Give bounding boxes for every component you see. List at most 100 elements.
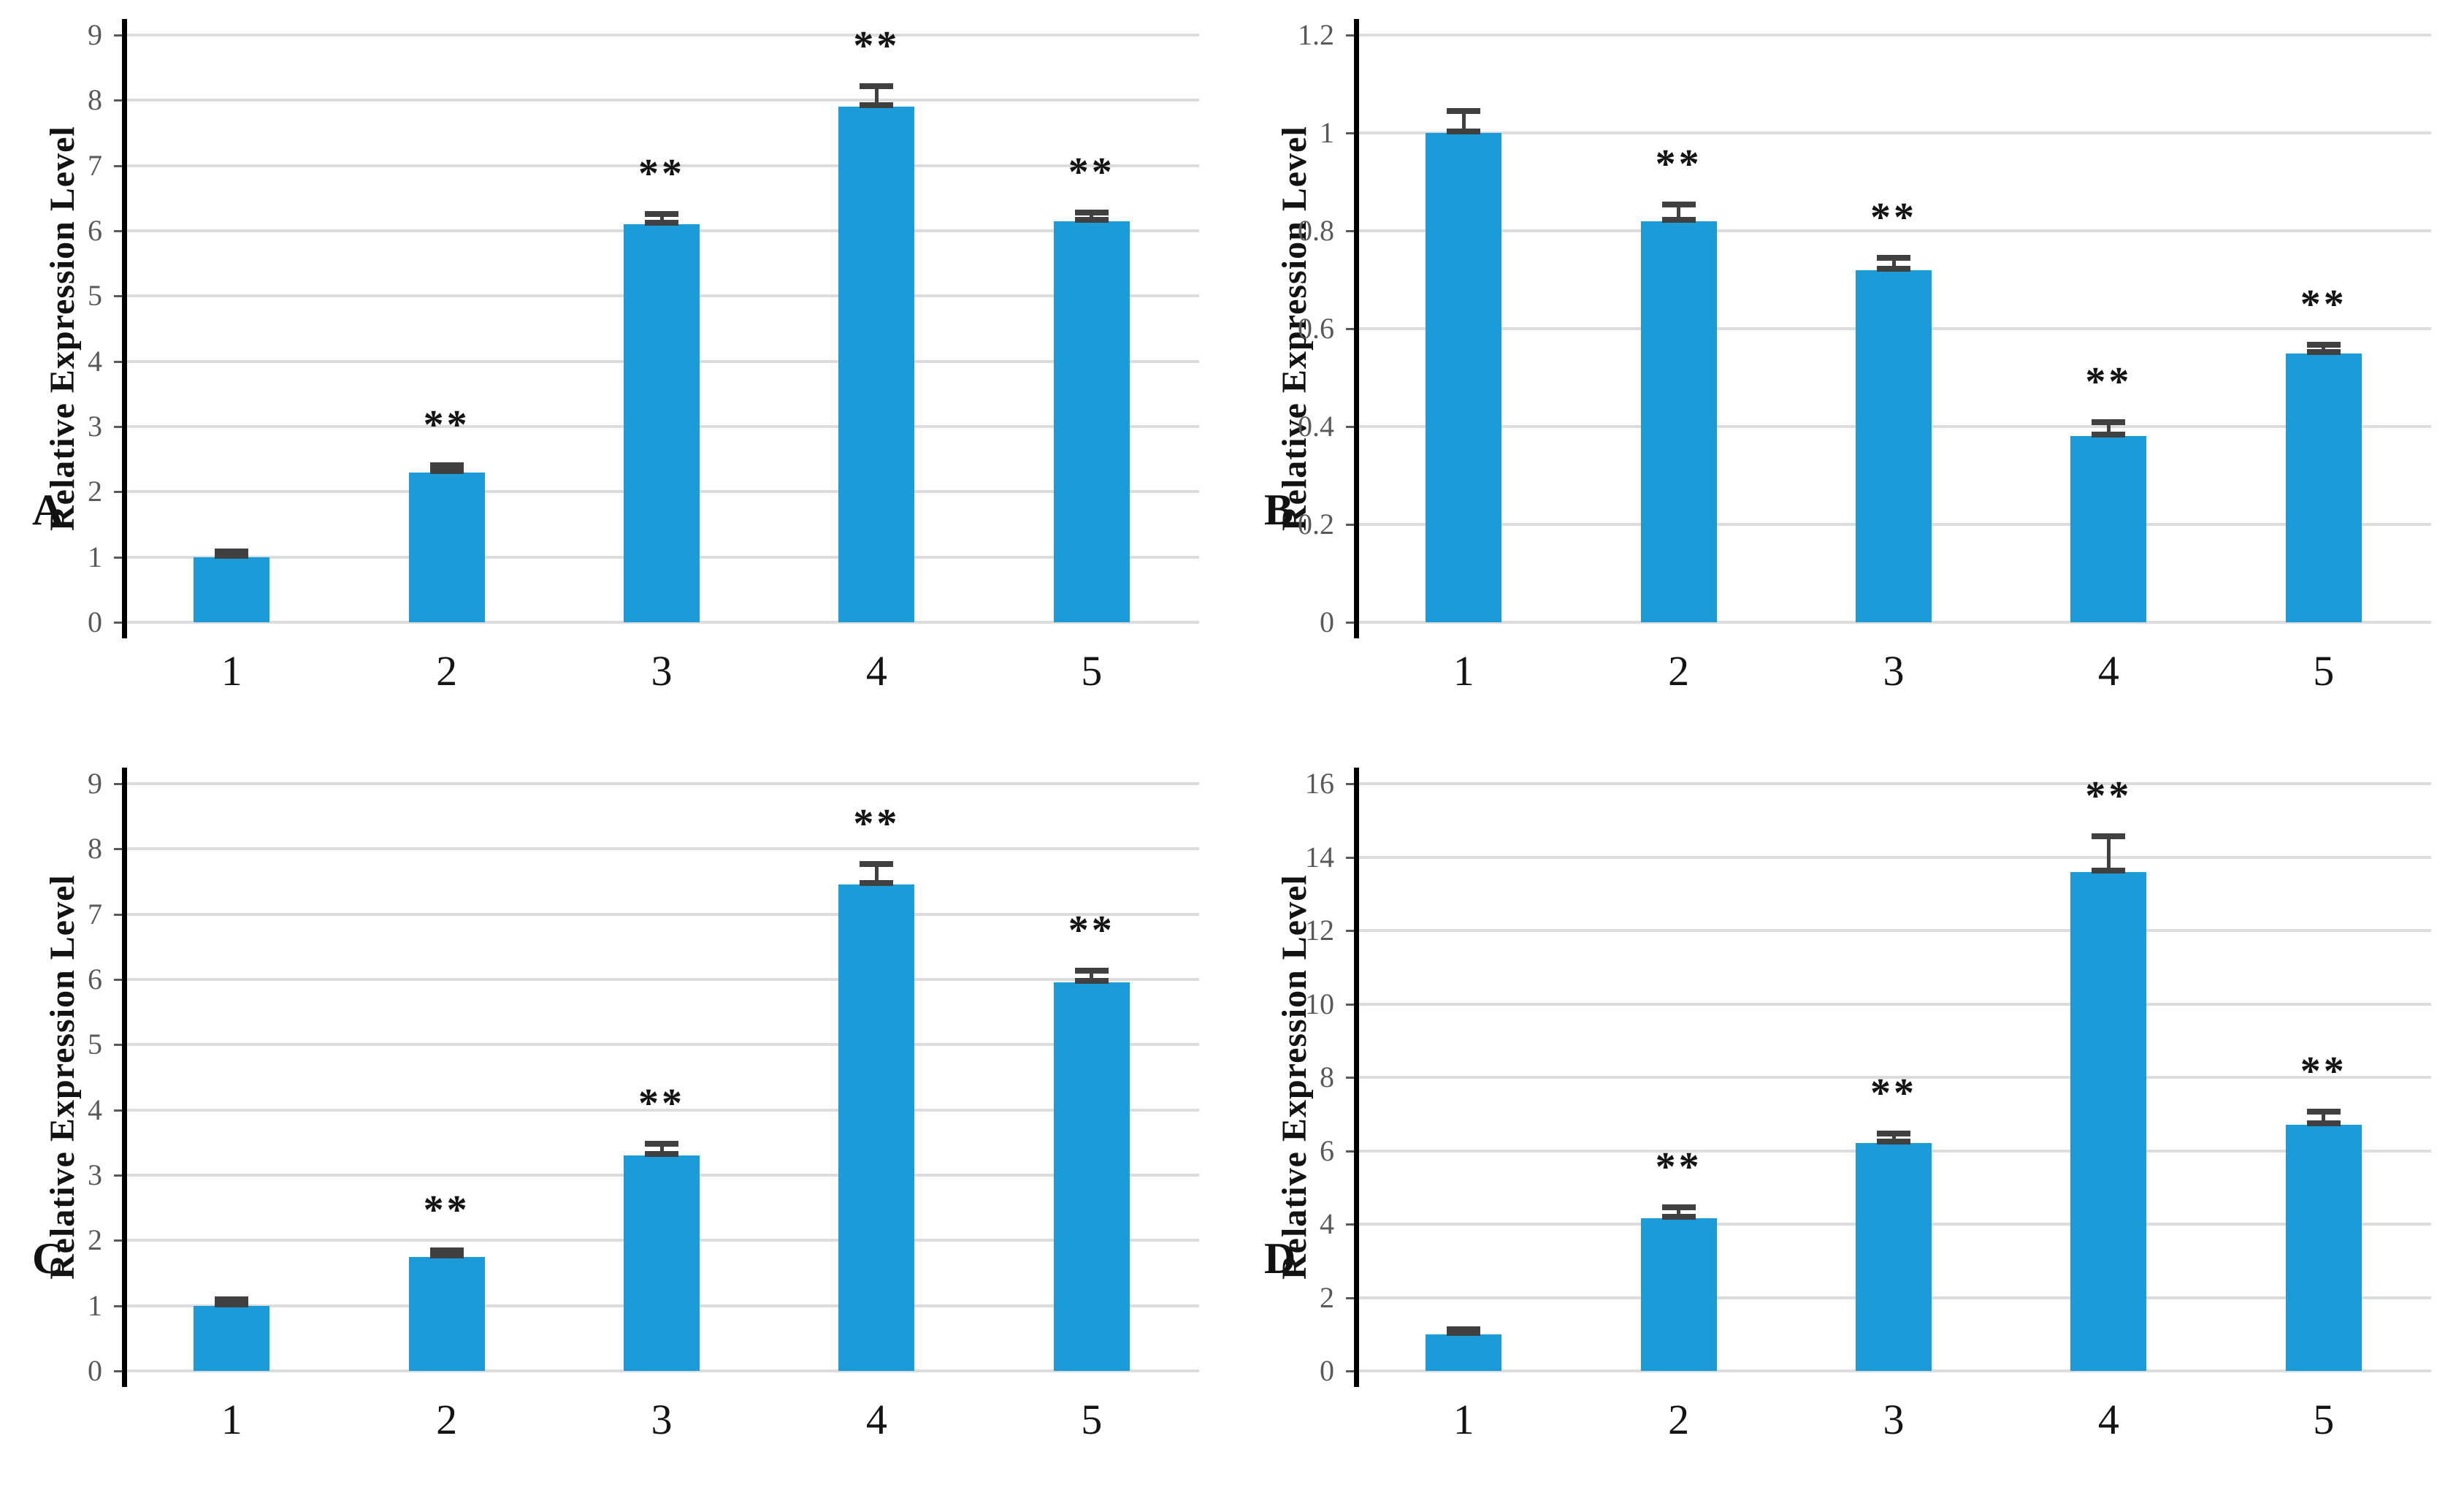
y-tick-mark [114, 360, 124, 363]
y-tick-mark [1346, 524, 1356, 526]
error-bar-bottom-cap [215, 552, 249, 559]
error-bar-top-cap [1877, 1131, 1910, 1137]
significance-marker: ** [2300, 282, 2347, 328]
panel-a: A Relative Expression Level 0 1 2 3 4 5 6 7 8 9 1 *… [0, 0, 1232, 749]
y-tick-label: 8 [88, 832, 102, 865]
y-tick-label: 1 [1320, 116, 1334, 149]
x-tick-label: 2 [1668, 1396, 1690, 1443]
error-bar-line [1461, 113, 1466, 133]
significance-marker: ** [2300, 1049, 2347, 1095]
y-tick-mark [1346, 856, 1356, 859]
significance-marker: ** [638, 1080, 685, 1126]
y-tick-mark [1346, 622, 1356, 624]
plot-area-c: 0 1 2 3 4 5 6 7 8 9 1 ** 2 ** 3 ** 4 ** 5 [0, 749, 1232, 1497]
y-tick-label: 0 [88, 1354, 102, 1387]
y-tick-label: 6 [88, 963, 102, 996]
error-bar-bottom-cap [429, 467, 464, 474]
y-tick-label: 0 [1320, 1354, 1334, 1387]
bar [1640, 221, 1717, 622]
x-tick-label: 4 [865, 1396, 887, 1443]
x-tick-label: 5 [2313, 647, 2335, 695]
gridline [1356, 131, 2431, 134]
y-tick-mark [114, 1044, 124, 1047]
x-tick-label: 2 [1668, 647, 1690, 695]
y-tick-label: 4 [88, 1093, 102, 1126]
error-bar-top-cap [1877, 255, 1910, 261]
gridline [124, 1108, 1199, 1112]
y-tick-label: 5 [88, 279, 102, 313]
significance-marker: ** [423, 402, 470, 448]
y-tick-label: 12 [1305, 914, 1334, 947]
y-tick-label: 3 [88, 410, 102, 443]
x-tick-label: 3 [1883, 647, 1905, 695]
error-bar-top-cap [2306, 342, 2341, 348]
y-tick-mark [1346, 783, 1356, 785]
y-tick-label: 0.4 [1298, 410, 1334, 443]
bar [408, 472, 485, 622]
error-bar-top-cap [1074, 968, 1109, 974]
panel-letter-a: A [32, 486, 64, 534]
error-bar-bottom-cap [1661, 216, 1696, 223]
bar [2070, 871, 2147, 1371]
y-tick-label: 0.8 [1298, 214, 1334, 247]
y-tick-mark [1346, 1223, 1356, 1226]
error-bar-line [1090, 973, 1094, 983]
bar [2285, 1125, 2362, 1371]
error-bar-line [874, 866, 879, 885]
y-tick-mark [114, 556, 124, 559]
error-bar-bottom-cap [2092, 867, 2126, 874]
plot-area-d: 0 2 4 6 8 10 12 14 16 1 ** 2 ** 3 ** 4 ** 5 [1232, 749, 2464, 1497]
y-tick-label: 0.6 [1298, 312, 1334, 345]
bar [1426, 1334, 1502, 1371]
y-tick-mark [114, 783, 124, 785]
x-tick-label: 1 [1453, 647, 1474, 695]
y-tick-mark [1346, 1370, 1356, 1372]
x-tick-label: 4 [865, 647, 887, 695]
error-bar-top-cap [429, 462, 464, 469]
significance-marker: ** [1068, 149, 1115, 195]
y-tick-mark [114, 622, 124, 624]
error-bar-bottom-cap [215, 1301, 249, 1307]
error-bar-bottom-cap [2306, 1120, 2341, 1127]
y-axis-spine [1354, 768, 1359, 1387]
error-bar-top-cap [2092, 833, 2126, 840]
y-tick-label: 4 [1320, 1207, 1334, 1240]
bar [194, 1305, 270, 1371]
error-bar-bottom-cap [2092, 432, 2126, 438]
error-bar-bottom-cap [1447, 1329, 1481, 1336]
y-tick-mark [114, 230, 124, 232]
error-bar-top-cap [1074, 209, 1109, 215]
gridline [124, 99, 1199, 102]
gridline [1356, 1002, 2431, 1006]
x-tick-label: 5 [1081, 1396, 1103, 1443]
panel-d: D Relative Expression Level 0 2 4 6 8 10 12 14 1… [1232, 749, 2464, 1497]
x-tick-label: 1 [1453, 1396, 1474, 1443]
significance-marker: ** [1655, 1144, 1702, 1190]
gridline [124, 847, 1199, 851]
bar [2070, 436, 2147, 622]
error-bar-line [1677, 1209, 1681, 1219]
y-tick-label: 0.2 [1298, 508, 1334, 540]
y-tick-label: 7 [88, 897, 102, 930]
significance-marker: ** [1068, 908, 1115, 954]
error-bar-top-cap [1447, 108, 1481, 115]
bar [1426, 133, 1502, 622]
significance-marker: ** [1870, 195, 1917, 241]
gridline [124, 1043, 1199, 1047]
error-bar-bottom-cap [1447, 129, 1481, 134]
bar [408, 1256, 485, 1371]
y-tick-label: 0 [88, 605, 102, 638]
error-bar-bottom-cap [860, 880, 894, 887]
y-tick-mark [114, 848, 124, 851]
gridline [124, 34, 1199, 37]
y-tick-label: 7 [88, 148, 102, 182]
bar [1640, 1218, 1717, 1371]
error-bar-bottom-cap [645, 1151, 678, 1158]
y-tick-mark [1346, 426, 1356, 428]
y-tick-mark [1346, 132, 1356, 134]
error-bar-line [2106, 424, 2111, 437]
significance-marker: ** [638, 151, 685, 197]
error-bar-line [659, 1145, 664, 1156]
y-tick-mark [114, 1304, 124, 1307]
y-tick-mark [114, 34, 124, 37]
